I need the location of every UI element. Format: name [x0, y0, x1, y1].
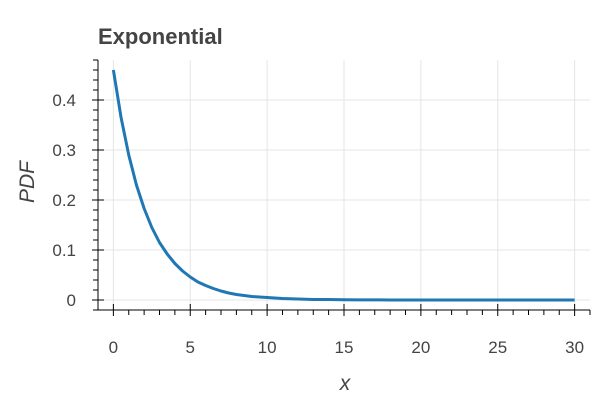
y-tick-label: 0: [67, 291, 76, 310]
y-tick-label: 0.4: [52, 91, 76, 110]
y-tick-label: 0.2: [52, 191, 76, 210]
y-axis-label: PDF: [16, 160, 39, 203]
x-axis-label: x: [339, 372, 352, 395]
x-tick-label: 15: [335, 338, 354, 357]
x-tick-label: 30: [565, 338, 584, 357]
y-tick-label: 0.3: [52, 141, 76, 160]
x-tick-label: 10: [258, 338, 277, 357]
series-layer: [111, 69, 575, 302]
x-tick-label: 20: [411, 338, 430, 357]
x-tick-label: 0: [109, 338, 118, 357]
grid: [98, 60, 590, 310]
chart-title: Exponential: [98, 24, 223, 49]
x-tick-label: 25: [488, 338, 507, 357]
series-line: [111, 69, 575, 302]
x-tick-label: 5: [186, 338, 195, 357]
y-tick-label: 0.1: [52, 241, 76, 260]
ticks: 0 5 10 15 20 25 30 0 0.1 0.2 0.3 0.4: [52, 59, 591, 357]
